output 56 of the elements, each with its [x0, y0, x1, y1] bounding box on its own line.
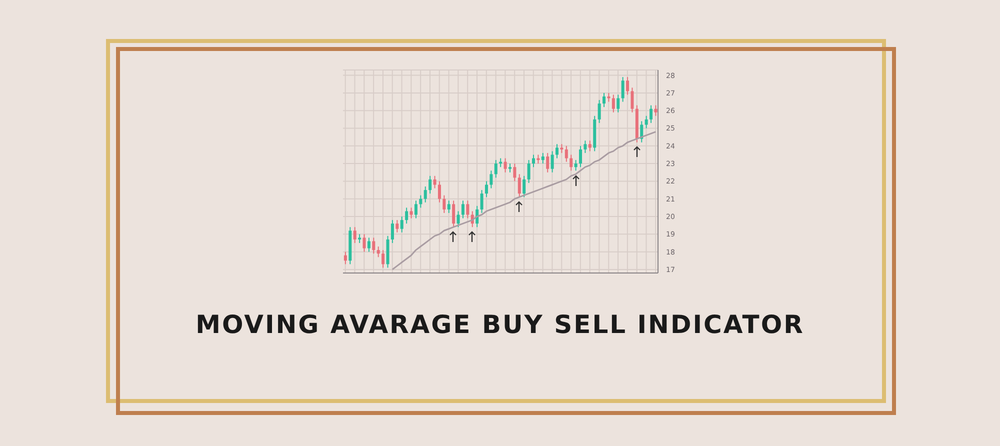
candlestick — [344, 251, 347, 265]
candlestick — [447, 200, 450, 214]
candlestick — [452, 200, 456, 228]
candlestick — [550, 150, 554, 173]
candlestick — [532, 154, 535, 168]
text: MOVING AVARAGE BUY SELL INDICATOR — [194, 310, 806, 339]
candlestick — [480, 190, 484, 214]
candlestick — [484, 180, 488, 198]
candlestick — [490, 170, 493, 189]
candlestick — [376, 246, 380, 258]
candlestick — [556, 144, 559, 159]
candlestick — [630, 87, 634, 113]
candlestick — [353, 226, 356, 244]
candlestick — [584, 140, 587, 154]
candlestick — [570, 154, 573, 172]
candlestick — [461, 200, 464, 219]
candlestick — [644, 115, 648, 129]
candlestick — [428, 175, 432, 194]
candlestick — [400, 216, 404, 233]
candlestick — [579, 145, 582, 168]
candlestick — [424, 186, 427, 203]
candlestick — [588, 140, 592, 152]
candlestick — [367, 237, 370, 252]
candlestick — [396, 220, 399, 233]
candlestick — [541, 152, 544, 164]
candlestick — [598, 100, 601, 124]
candlestick — [564, 145, 568, 162]
candlestick — [466, 200, 470, 219]
candlestick — [372, 237, 376, 254]
candlestick — [640, 120, 644, 143]
candlestick — [616, 94, 620, 113]
candlestick — [494, 160, 498, 178]
candlestick — [362, 234, 366, 252]
candlestick — [522, 175, 526, 198]
candlestick — [433, 175, 436, 189]
candlestick — [518, 174, 521, 198]
candlestick — [405, 207, 408, 224]
candlestick — [390, 220, 394, 244]
candlestick — [442, 194, 446, 214]
candlestick — [414, 200, 418, 219]
candlestick — [546, 152, 550, 173]
candlestick — [456, 210, 460, 228]
candlestick — [527, 160, 530, 184]
candlestick — [574, 160, 578, 172]
candlestick — [602, 92, 606, 108]
candlestick — [419, 194, 422, 208]
candlestick — [382, 250, 385, 268]
candlestick — [504, 158, 507, 173]
candlestick — [626, 76, 630, 96]
candlestick — [621, 76, 624, 102]
candlestick — [438, 180, 441, 203]
candlestick — [513, 163, 516, 182]
candlestick — [654, 104, 658, 116]
candlestick — [612, 94, 615, 113]
candlestick — [410, 207, 413, 219]
candlestick — [650, 104, 653, 124]
